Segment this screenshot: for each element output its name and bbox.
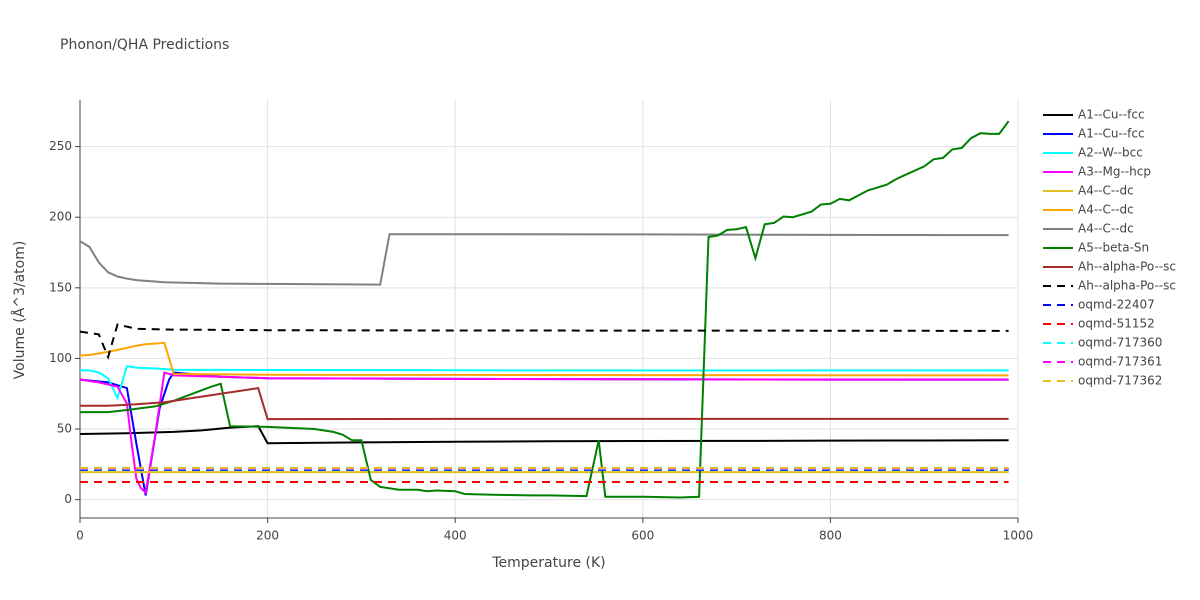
x-tick-label: 200 [256,529,279,543]
legend-label: oqmd-717361 [1078,355,1162,369]
series-line [80,120,1010,499]
series-line [80,386,1009,421]
x-tick-label: 1000 [1003,529,1034,543]
series-line [79,371,1009,495]
legend-label: oqmd-717362 [1078,374,1162,388]
y-tick-label: 250 [49,139,72,153]
legend-label: A3--Mg--hcp [1078,165,1151,179]
y-axis-label: Volume (Å^3/atom) [11,241,28,380]
chart-title: Phonon/QHA Predictions [60,37,229,53]
legend-label: oqmd-22407 [1078,298,1155,312]
y-tick-label: 100 [49,351,72,365]
legend-label: A5--beta-Sn [1078,241,1149,255]
series-line [80,365,1009,401]
x-axis-label: Temperature (K) [491,555,605,571]
y-tick-label: 200 [49,210,72,224]
legend-label: A4--C--dc [1078,222,1134,236]
legend-label: oqmd-717360 [1078,336,1162,350]
legend-label: A1--Cu--fcc [1078,108,1145,122]
series-line [79,341,1009,377]
x-tick-label: 600 [631,529,654,543]
x-tick-label: 0 [76,529,84,543]
series-line [79,371,1009,496]
series-line [79,233,1009,286]
x-tick-label: 400 [444,529,467,543]
legend-label: oqmd-51152 [1078,317,1155,331]
legend-label: A4--C--dc [1078,184,1134,198]
x-tick-label: 800 [819,529,842,543]
legend-label: A2--W--bcc [1078,146,1143,160]
y-tick-label: 50 [57,422,72,436]
legend-label: A4--C--dc [1078,203,1134,217]
legend-label: Ah--alpha-Po--sc [1078,279,1176,293]
y-tick-label: 150 [49,280,72,294]
y-tick-label: 0 [64,492,72,506]
legend-label: A1--Cu--fcc [1078,127,1145,141]
series-line [79,323,1009,361]
legend-label: Ah--alpha-Po--sc [1078,260,1176,274]
